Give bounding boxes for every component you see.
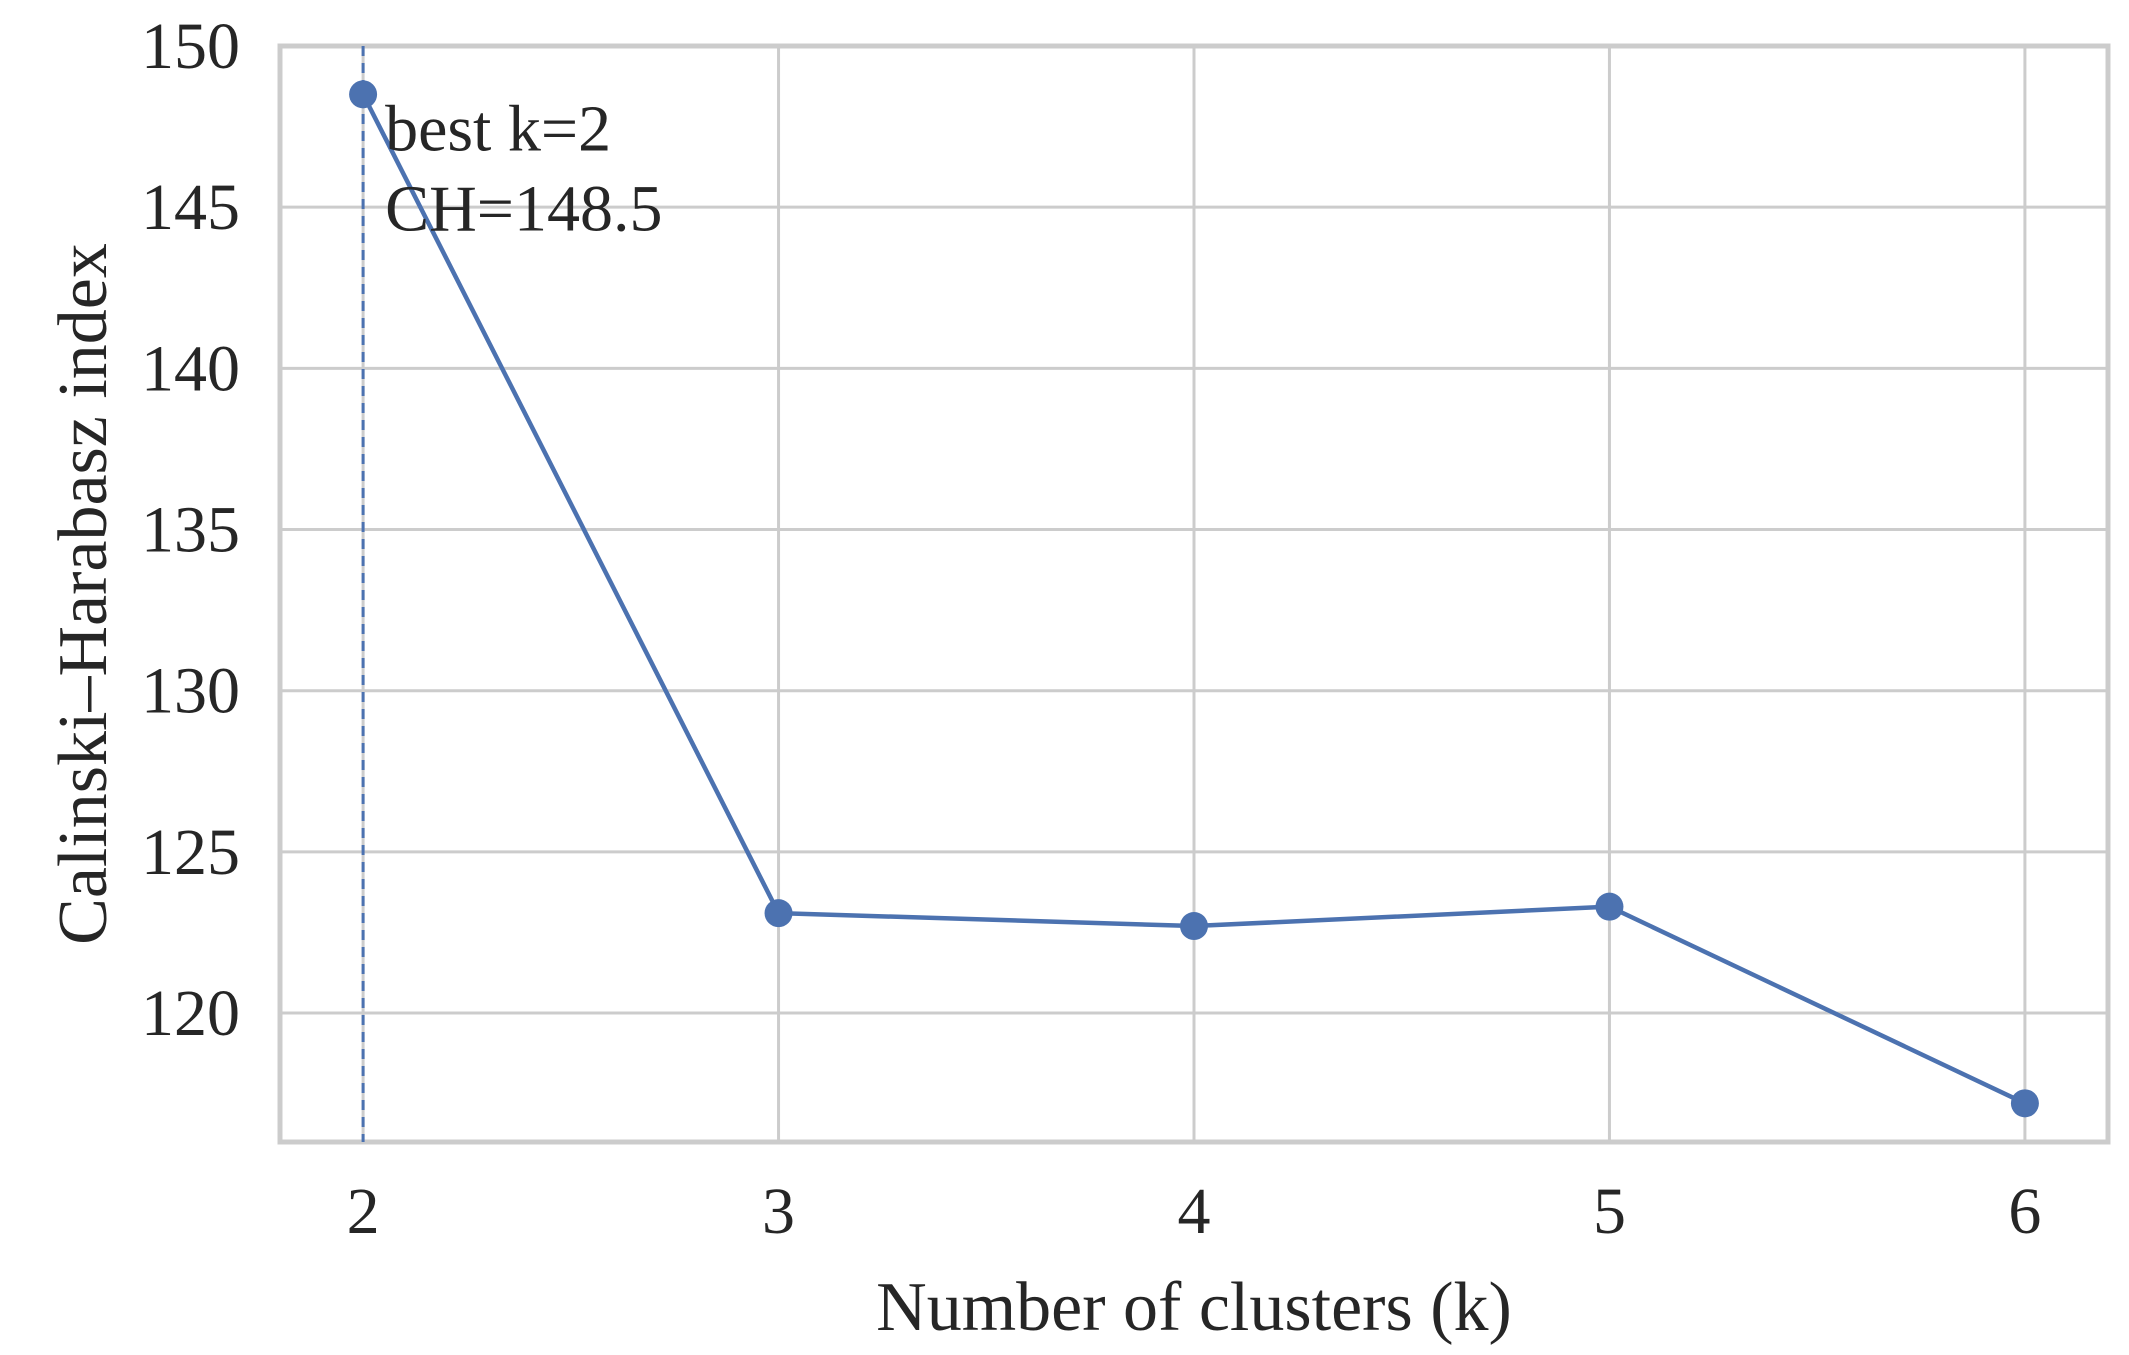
y-tick-labels: 120 125 130 135 140 145 150 <box>141 10 240 1050</box>
y-tick-label: 130 <box>141 655 240 728</box>
y-tick-label: 150 <box>141 10 240 83</box>
x-axis-label: Number of clusters (k) <box>876 1269 1512 1346</box>
y-tick-label: 140 <box>141 332 240 405</box>
data-point-k3 <box>764 899 793 928</box>
best-k-annotation: best k=2 CH=148.5 <box>385 92 662 245</box>
x-tick-label: 5 <box>1593 1175 1626 1248</box>
x-tick-label: 4 <box>1178 1175 1211 1248</box>
x-tick-label: 2 <box>347 1175 380 1248</box>
y-tick-label: 145 <box>141 171 240 244</box>
x-tick-label: 3 <box>762 1175 795 1248</box>
y-tick-label: 135 <box>141 494 240 567</box>
x-tick-labels: 2 3 4 5 6 <box>347 1175 2042 1248</box>
y-tick-label: 125 <box>141 816 240 889</box>
plot-frame <box>277 43 2111 1145</box>
annotation-line-best-k: best k=2 <box>385 92 611 165</box>
y-axis-label: Calinski–Harabasz index <box>45 243 122 945</box>
data-points <box>349 80 2039 1118</box>
data-point-k2 <box>349 80 378 109</box>
y-tick-label: 120 <box>141 977 240 1050</box>
data-point-k6 <box>2010 1089 2039 1118</box>
x-tick-label: 6 <box>2008 1175 2041 1248</box>
data-point-k4 <box>1180 912 1208 941</box>
data-point-k5 <box>1595 892 1624 921</box>
annotation-line-ch: CH=148.5 <box>385 172 662 245</box>
